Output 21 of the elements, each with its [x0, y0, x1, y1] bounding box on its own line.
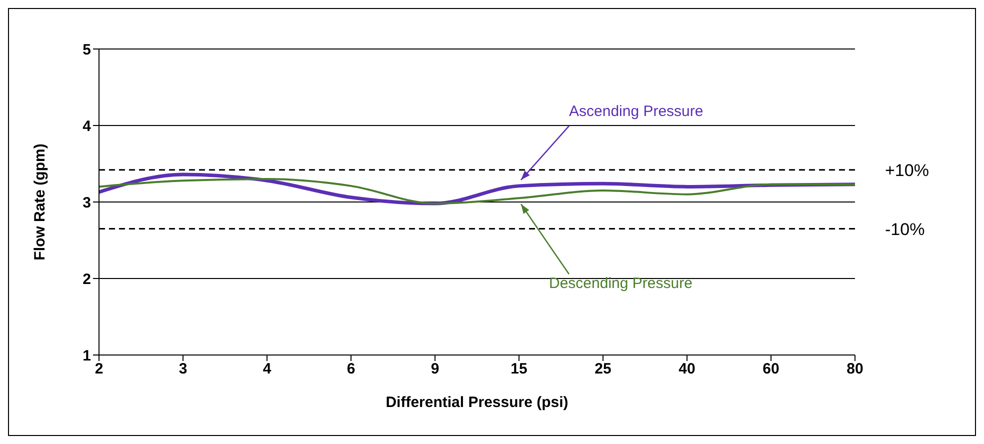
x-tick-label: 40: [678, 360, 696, 378]
text: Ascending Pressure: [569, 102, 704, 120]
text: +10%: [885, 160, 929, 180]
x-tick-label: 25: [594, 360, 612, 378]
x-tick-label: 9: [430, 360, 440, 378]
x-tick-label: 6: [346, 360, 356, 378]
y-tick-label: 1: [82, 347, 91, 364]
x-tick-label: 2: [94, 360, 104, 378]
y-tick-label: 4: [82, 118, 92, 135]
y-axis-title: Flow Rate (gpm): [31, 144, 48, 260]
x-axis-title: Differential Pressure (psi): [386, 394, 568, 411]
y-tick-label: 3: [82, 194, 91, 212]
x-tick-label: 4: [262, 360, 272, 378]
y-tick-label: 2: [82, 270, 91, 288]
text: Descending Pressure: [549, 275, 692, 292]
x-tick-label: 3: [178, 360, 188, 378]
x-tick-label: 15: [510, 360, 528, 378]
x-tick-label: 80: [846, 360, 864, 378]
y-tick-label: 5: [82, 41, 91, 58]
text: -10%: [885, 220, 925, 239]
x-tick-label: 60: [762, 360, 780, 378]
